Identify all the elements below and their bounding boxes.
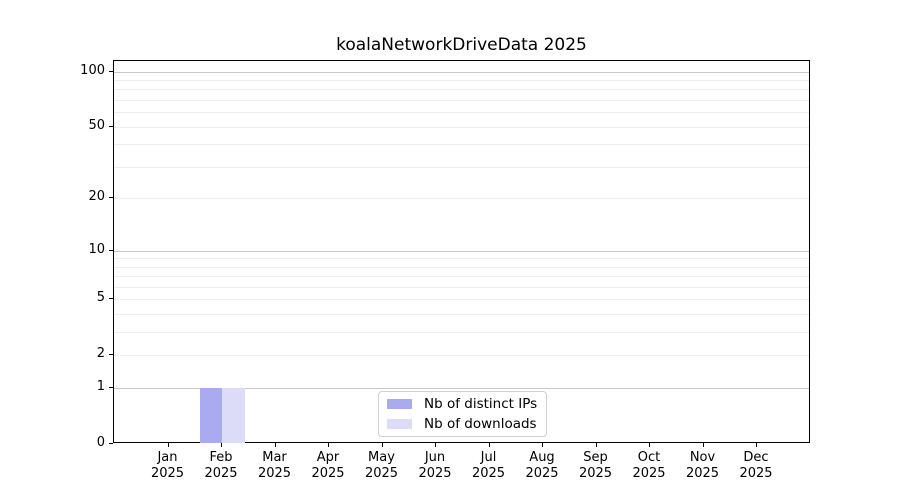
y-tick-label: 100 (80, 62, 105, 78)
gridline-minor (114, 89, 809, 91)
y-tick (109, 70, 113, 72)
x-tick (756, 443, 757, 447)
gridline-minor (114, 314, 809, 316)
legend-swatch-nb-of-downloads (387, 419, 412, 429)
y-tick (109, 197, 113, 199)
y-tick (109, 125, 113, 127)
y-tick (109, 354, 113, 356)
x-tick (702, 443, 704, 447)
x-tick-label: Nov 2025 (685, 450, 720, 481)
x-tick (274, 443, 276, 447)
gridline-minor (114, 332, 809, 334)
x-tick (542, 443, 543, 447)
chart-title: koalaNetworkDriveData 2025 (336, 35, 587, 55)
gridline-major (114, 71, 809, 73)
x-tick (595, 443, 597, 447)
bar-nb-of-downloads-feb-2025 (222, 388, 245, 443)
legend: Nb of distinct IPs Nb of downloads (378, 391, 547, 437)
x-tick (488, 443, 490, 447)
x-tick-label: Sep 2025 (578, 450, 613, 481)
x-tick-label: Apr 2025 (311, 450, 345, 481)
legend-item: Nb of distinct IPs (387, 396, 538, 412)
bar-nb-of-distinct-ips-feb-2025 (199, 388, 222, 443)
gridline-minor (114, 126, 809, 128)
y-tick-label: 50 (88, 117, 105, 133)
gridline-minor (114, 258, 809, 260)
y-tick-label: 20 (88, 189, 105, 205)
x-tick (649, 443, 650, 447)
x-tick (435, 443, 436, 447)
x-tick-label: Oct 2025 (632, 450, 666, 481)
y-tick (109, 298, 113, 300)
y-tick-label: 5 (96, 290, 105, 306)
gridline-minor (114, 100, 809, 101)
x-tick (328, 443, 329, 447)
gridline-minor (114, 276, 809, 278)
x-tick (381, 443, 383, 447)
plot-area (113, 60, 810, 443)
legend-label: Nb of downloads (424, 416, 537, 432)
x-tick-label: Feb 2025 (204, 450, 238, 481)
y-tick (109, 443, 113, 444)
x-tick-label: Jun 2025 (418, 450, 452, 481)
legend-item: Nb of downloads (387, 416, 538, 432)
y-tick-label: 1 (96, 379, 105, 395)
y-tick (109, 387, 113, 389)
y-tick-label: 2 (96, 346, 105, 362)
x-tick-label: Jan 2025 (150, 450, 185, 481)
legend-label: Nb of distinct IPs (424, 396, 538, 412)
gridline-minor (114, 80, 809, 81)
x-tick (167, 443, 169, 447)
gridline-minor (114, 299, 809, 301)
x-tick (221, 443, 222, 447)
x-tick-label: Mar 2025 (257, 450, 292, 481)
x-tick-label: Dec 2025 (739, 450, 773, 481)
gridline-minor (114, 112, 809, 114)
y-tick-label: 10 (88, 241, 105, 257)
gridline-major (114, 388, 809, 390)
x-tick-label: Jul 2025 (471, 450, 506, 481)
gridline-minor (114, 355, 809, 357)
y-tick (109, 249, 113, 251)
gridline-minor (114, 266, 809, 268)
gridline-minor (114, 287, 809, 288)
gridline-minor (114, 144, 809, 146)
legend-swatch-nb-of-distinct-ips (387, 399, 412, 409)
y-tick-label: 0 (96, 435, 105, 450)
gridline-minor (114, 198, 809, 200)
x-tick-label: May 2025 (364, 450, 399, 481)
gridline-major (114, 250, 809, 252)
x-tick-label: Aug 2025 (525, 450, 559, 481)
gridline-minor (114, 166, 809, 168)
